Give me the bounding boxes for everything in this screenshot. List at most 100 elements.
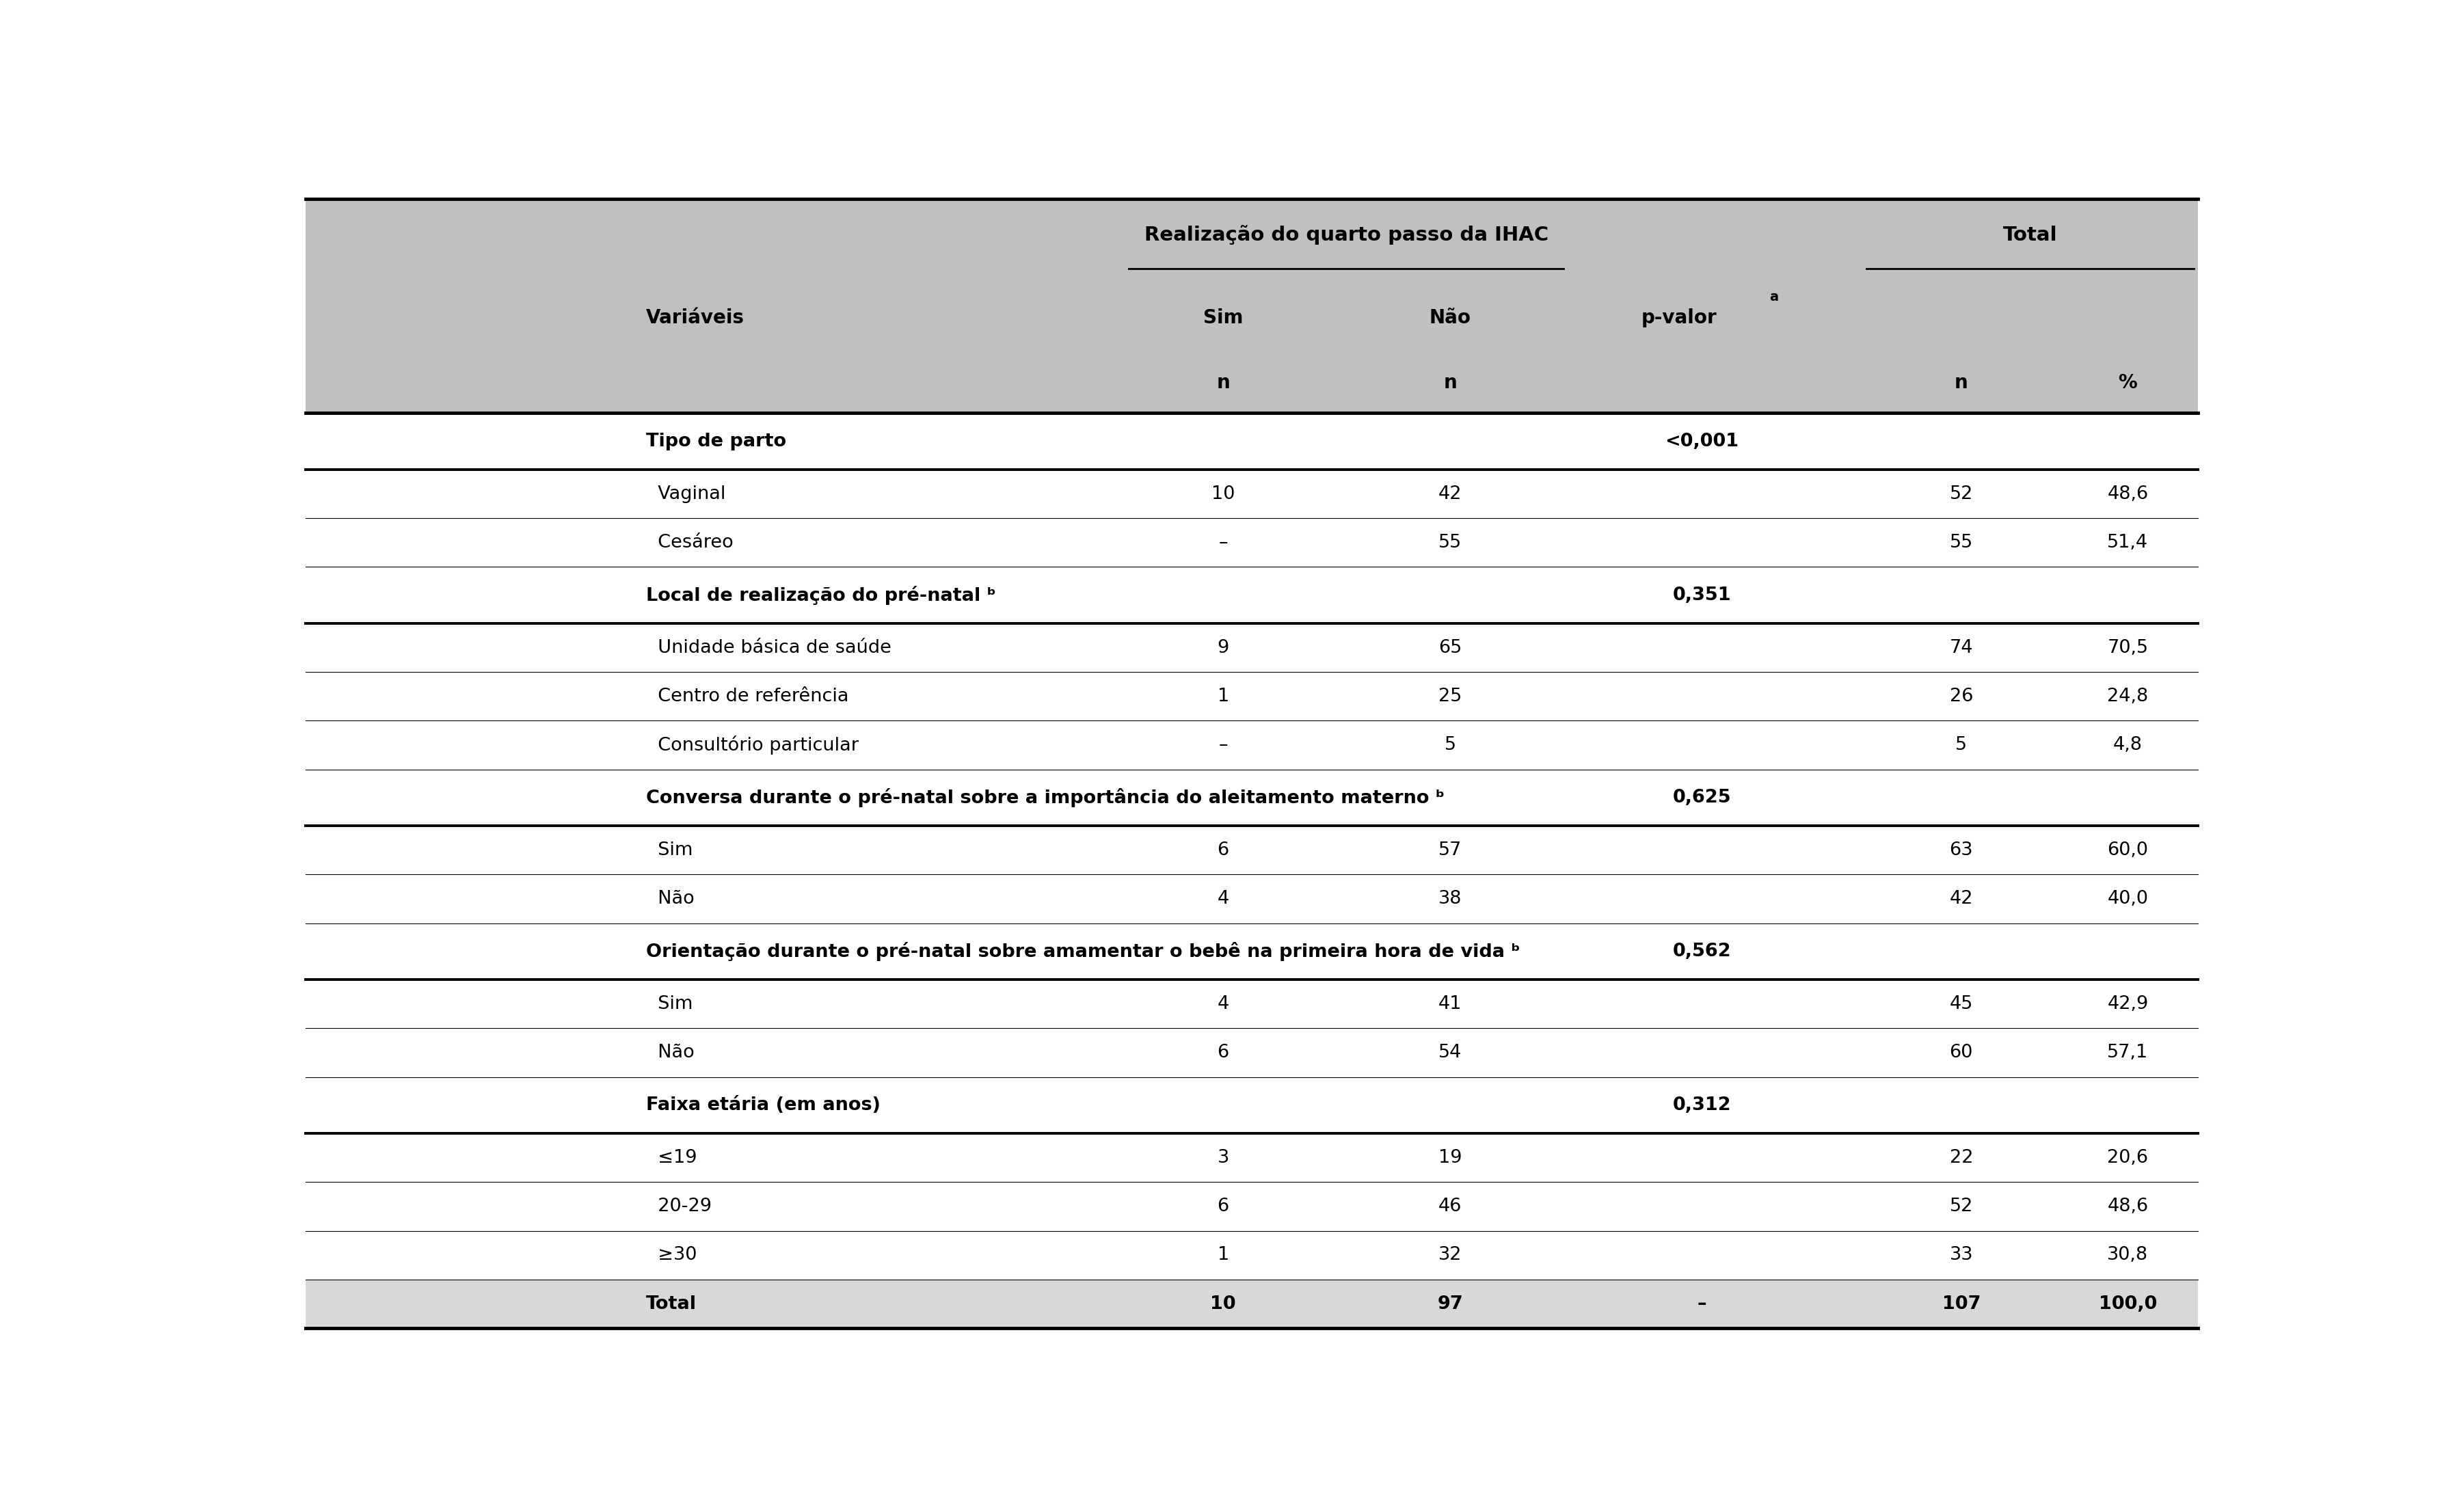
Text: 60: 60 [1949, 1043, 1973, 1061]
Bar [305, 721, 2198, 770]
Text: p-valor: p-valor [1641, 308, 1717, 327]
Bar [305, 1028, 2198, 1077]
Text: Não: Não [1429, 308, 1470, 327]
Text: 52: 52 [1949, 485, 1973, 503]
Text: 0,312: 0,312 [1673, 1096, 1731, 1114]
Text: 74: 74 [1949, 638, 1973, 656]
Text: 40,0: 40,0 [2107, 891, 2149, 907]
Text: Realização do quarto passo da IHAC: Realização do quarto passo da IHAC [1145, 225, 1548, 245]
Text: Tipo de parto: Tipo de parto [645, 432, 786, 451]
Text: 6: 6 [1216, 1198, 1228, 1216]
Text: 1: 1 [1216, 688, 1228, 705]
Text: 3: 3 [1216, 1149, 1228, 1167]
Text: Centro de referência: Centro de referência [645, 688, 850, 705]
Text: –: – [1219, 534, 1228, 552]
Text: 25: 25 [1438, 688, 1463, 705]
Text: 33: 33 [1949, 1246, 1973, 1264]
Bar [305, 519, 2198, 567]
Text: 42,9: 42,9 [2107, 995, 2149, 1013]
Text: Local de realização do pré-natal ᵇ: Local de realização do pré-natal ᵇ [645, 585, 996, 605]
Bar [305, 567, 2198, 623]
Text: 42: 42 [1949, 891, 1973, 907]
Text: 38: 38 [1438, 891, 1463, 907]
Bar [305, 874, 2198, 924]
Text: 0,351: 0,351 [1673, 587, 1731, 603]
Text: 4: 4 [1216, 891, 1228, 907]
Text: 63: 63 [1949, 841, 1973, 859]
Text: 20,6: 20,6 [2107, 1149, 2149, 1167]
Text: Não: Não [645, 891, 694, 907]
Text: Faixa etária (em anos): Faixa etária (em anos) [645, 1096, 882, 1114]
Text: 10: 10 [1211, 1294, 1236, 1312]
Text: 60,0: 60,0 [2107, 841, 2149, 859]
Text: –: – [1219, 736, 1228, 754]
Text: 65: 65 [1438, 638, 1463, 656]
Text: ≤19: ≤19 [645, 1149, 696, 1167]
Text: 32: 32 [1438, 1246, 1463, 1264]
Text: 55: 55 [1949, 534, 1973, 552]
Text: Cesáreo: Cesáreo [645, 534, 733, 552]
Text: 57: 57 [1438, 841, 1463, 859]
Text: –: – [1697, 1294, 1707, 1312]
Text: 6: 6 [1216, 841, 1228, 859]
Bar [305, 1134, 2198, 1182]
Text: n: n [1954, 373, 1968, 393]
Bar [305, 1182, 2198, 1231]
Text: Sim: Sim [645, 841, 694, 859]
Text: 41: 41 [1438, 995, 1463, 1013]
Text: 4,8: 4,8 [2112, 736, 2142, 754]
Bar [305, 1279, 2198, 1328]
Bar [305, 200, 2198, 413]
Text: Total: Total [645, 1294, 696, 1312]
Text: 48,6: 48,6 [2107, 485, 2149, 503]
Text: 24,8: 24,8 [2107, 688, 2149, 705]
Text: Unidade básica de saúde: Unidade básica de saúde [645, 638, 891, 656]
Text: 70,5: 70,5 [2107, 638, 2149, 656]
Text: Conversa durante o pré-natal sobre a importância do aleitamento materno ᵇ: Conversa durante o pré-natal sobre a imp… [645, 788, 1443, 807]
Text: 30,8: 30,8 [2107, 1246, 2149, 1264]
Text: 0,625: 0,625 [1673, 789, 1731, 806]
Bar [305, 623, 2198, 671]
Bar [305, 826, 2198, 874]
Bar [305, 980, 2198, 1028]
Text: 5: 5 [1443, 736, 1455, 754]
Bar [305, 413, 2198, 470]
Text: 100,0: 100,0 [2098, 1294, 2156, 1312]
Text: Não: Não [645, 1043, 694, 1061]
Text: 26: 26 [1949, 688, 1973, 705]
Text: <0,001: <0,001 [1665, 432, 1739, 451]
Text: 48,6: 48,6 [2107, 1198, 2149, 1216]
Text: Sim: Sim [645, 995, 694, 1013]
Text: Consultório particular: Consultório particular [645, 735, 860, 754]
Text: 1: 1 [1216, 1246, 1228, 1264]
Text: Variáveis: Variáveis [645, 308, 745, 327]
Text: 57,1: 57,1 [2107, 1043, 2149, 1061]
Text: 4: 4 [1216, 995, 1228, 1013]
Text: 22: 22 [1949, 1149, 1973, 1167]
Text: Vaginal: Vaginal [645, 485, 725, 503]
Text: 107: 107 [1941, 1294, 1980, 1312]
Text: n: n [1443, 373, 1458, 393]
Text: 45: 45 [1949, 995, 1973, 1013]
Text: 51,4: 51,4 [2107, 534, 2149, 552]
Text: ≥30: ≥30 [645, 1246, 696, 1264]
Bar [305, 671, 2198, 721]
Text: 0,562: 0,562 [1673, 942, 1731, 960]
Bar [305, 1231, 2198, 1279]
Text: Orientação durante o pré-natal sobre amamentar o bebê na primeira hora de vida ᵇ: Orientação durante o pré-natal sobre ama… [645, 942, 1519, 962]
Text: 54: 54 [1438, 1043, 1463, 1061]
Text: 97: 97 [1438, 1294, 1463, 1312]
Text: 9: 9 [1216, 638, 1228, 656]
Text: %: % [2117, 373, 2137, 393]
Text: a: a [1770, 290, 1778, 304]
Text: 10: 10 [1211, 485, 1236, 503]
Bar [305, 1077, 2198, 1134]
Text: 42: 42 [1438, 485, 1463, 503]
Text: 46: 46 [1438, 1198, 1463, 1216]
Text: 19: 19 [1438, 1149, 1463, 1167]
Text: 52: 52 [1949, 1198, 1973, 1216]
Bar [305, 770, 2198, 826]
Text: Total: Total [2002, 225, 2059, 245]
Text: 55: 55 [1438, 534, 1463, 552]
Text: 5: 5 [1956, 736, 1968, 754]
